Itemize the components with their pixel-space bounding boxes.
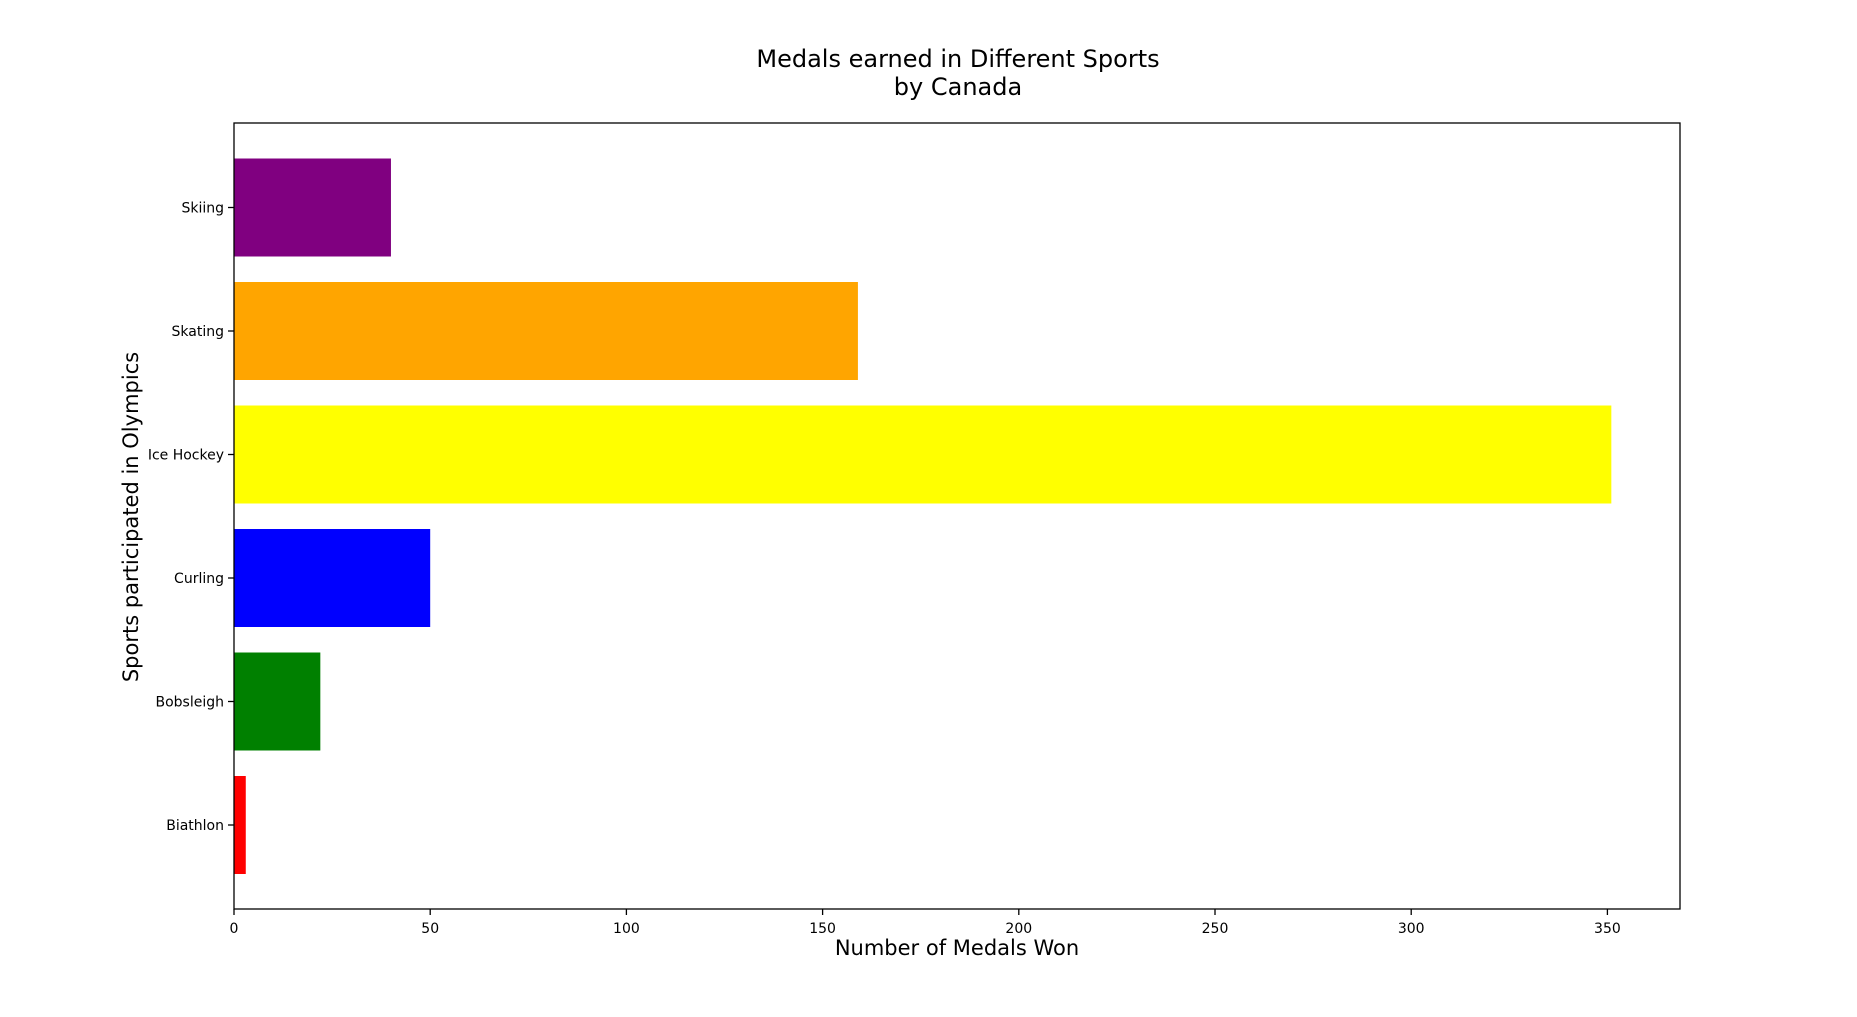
y-tick-label: Ice Hockey bbox=[148, 448, 224, 464]
x-tick-label: 100 bbox=[613, 921, 640, 937]
x-tick-label: 150 bbox=[809, 921, 836, 937]
x-axis-label: Number of Medals Won bbox=[835, 936, 1079, 960]
x-tick-label: 200 bbox=[1005, 921, 1032, 937]
chart-title-line-2: by Canada bbox=[894, 73, 1022, 101]
bars-group bbox=[234, 158, 1612, 874]
y-tick-label: Skiing bbox=[181, 201, 224, 217]
y-tick-label: Bobsleigh bbox=[155, 695, 224, 711]
bar-curling bbox=[234, 529, 431, 627]
y-axis-label: Sports participated in Olympics bbox=[119, 352, 143, 682]
x-tick-label: 250 bbox=[1202, 921, 1229, 937]
bar-biathlon bbox=[234, 776, 246, 874]
x-tick-label: 300 bbox=[1398, 921, 1425, 937]
x-tick-label: 350 bbox=[1594, 921, 1621, 937]
x-tick-label: 50 bbox=[421, 921, 439, 937]
bar-ice-hockey bbox=[234, 405, 1612, 504]
y-tick-label: Skating bbox=[172, 324, 224, 340]
y-tick-label: Biathlon bbox=[166, 818, 224, 834]
bar-skiing bbox=[234, 158, 391, 257]
bar-skating bbox=[234, 282, 858, 380]
x-tick-label: 0 bbox=[230, 921, 239, 937]
x-axis-ticks: 0 50 100 150 200 250 300 350 bbox=[230, 909, 1621, 937]
chart-title-line-1: Medals earned in Different Sports bbox=[756, 45, 1159, 73]
plot-area-frame bbox=[233, 122, 1681, 910]
y-tick-label: Curling bbox=[174, 571, 224, 587]
bar-bobsleigh bbox=[234, 652, 321, 751]
y-axis-ticks: Biathlon Bobsleigh Curling Ice Hockey Skatin… bbox=[148, 201, 234, 834]
